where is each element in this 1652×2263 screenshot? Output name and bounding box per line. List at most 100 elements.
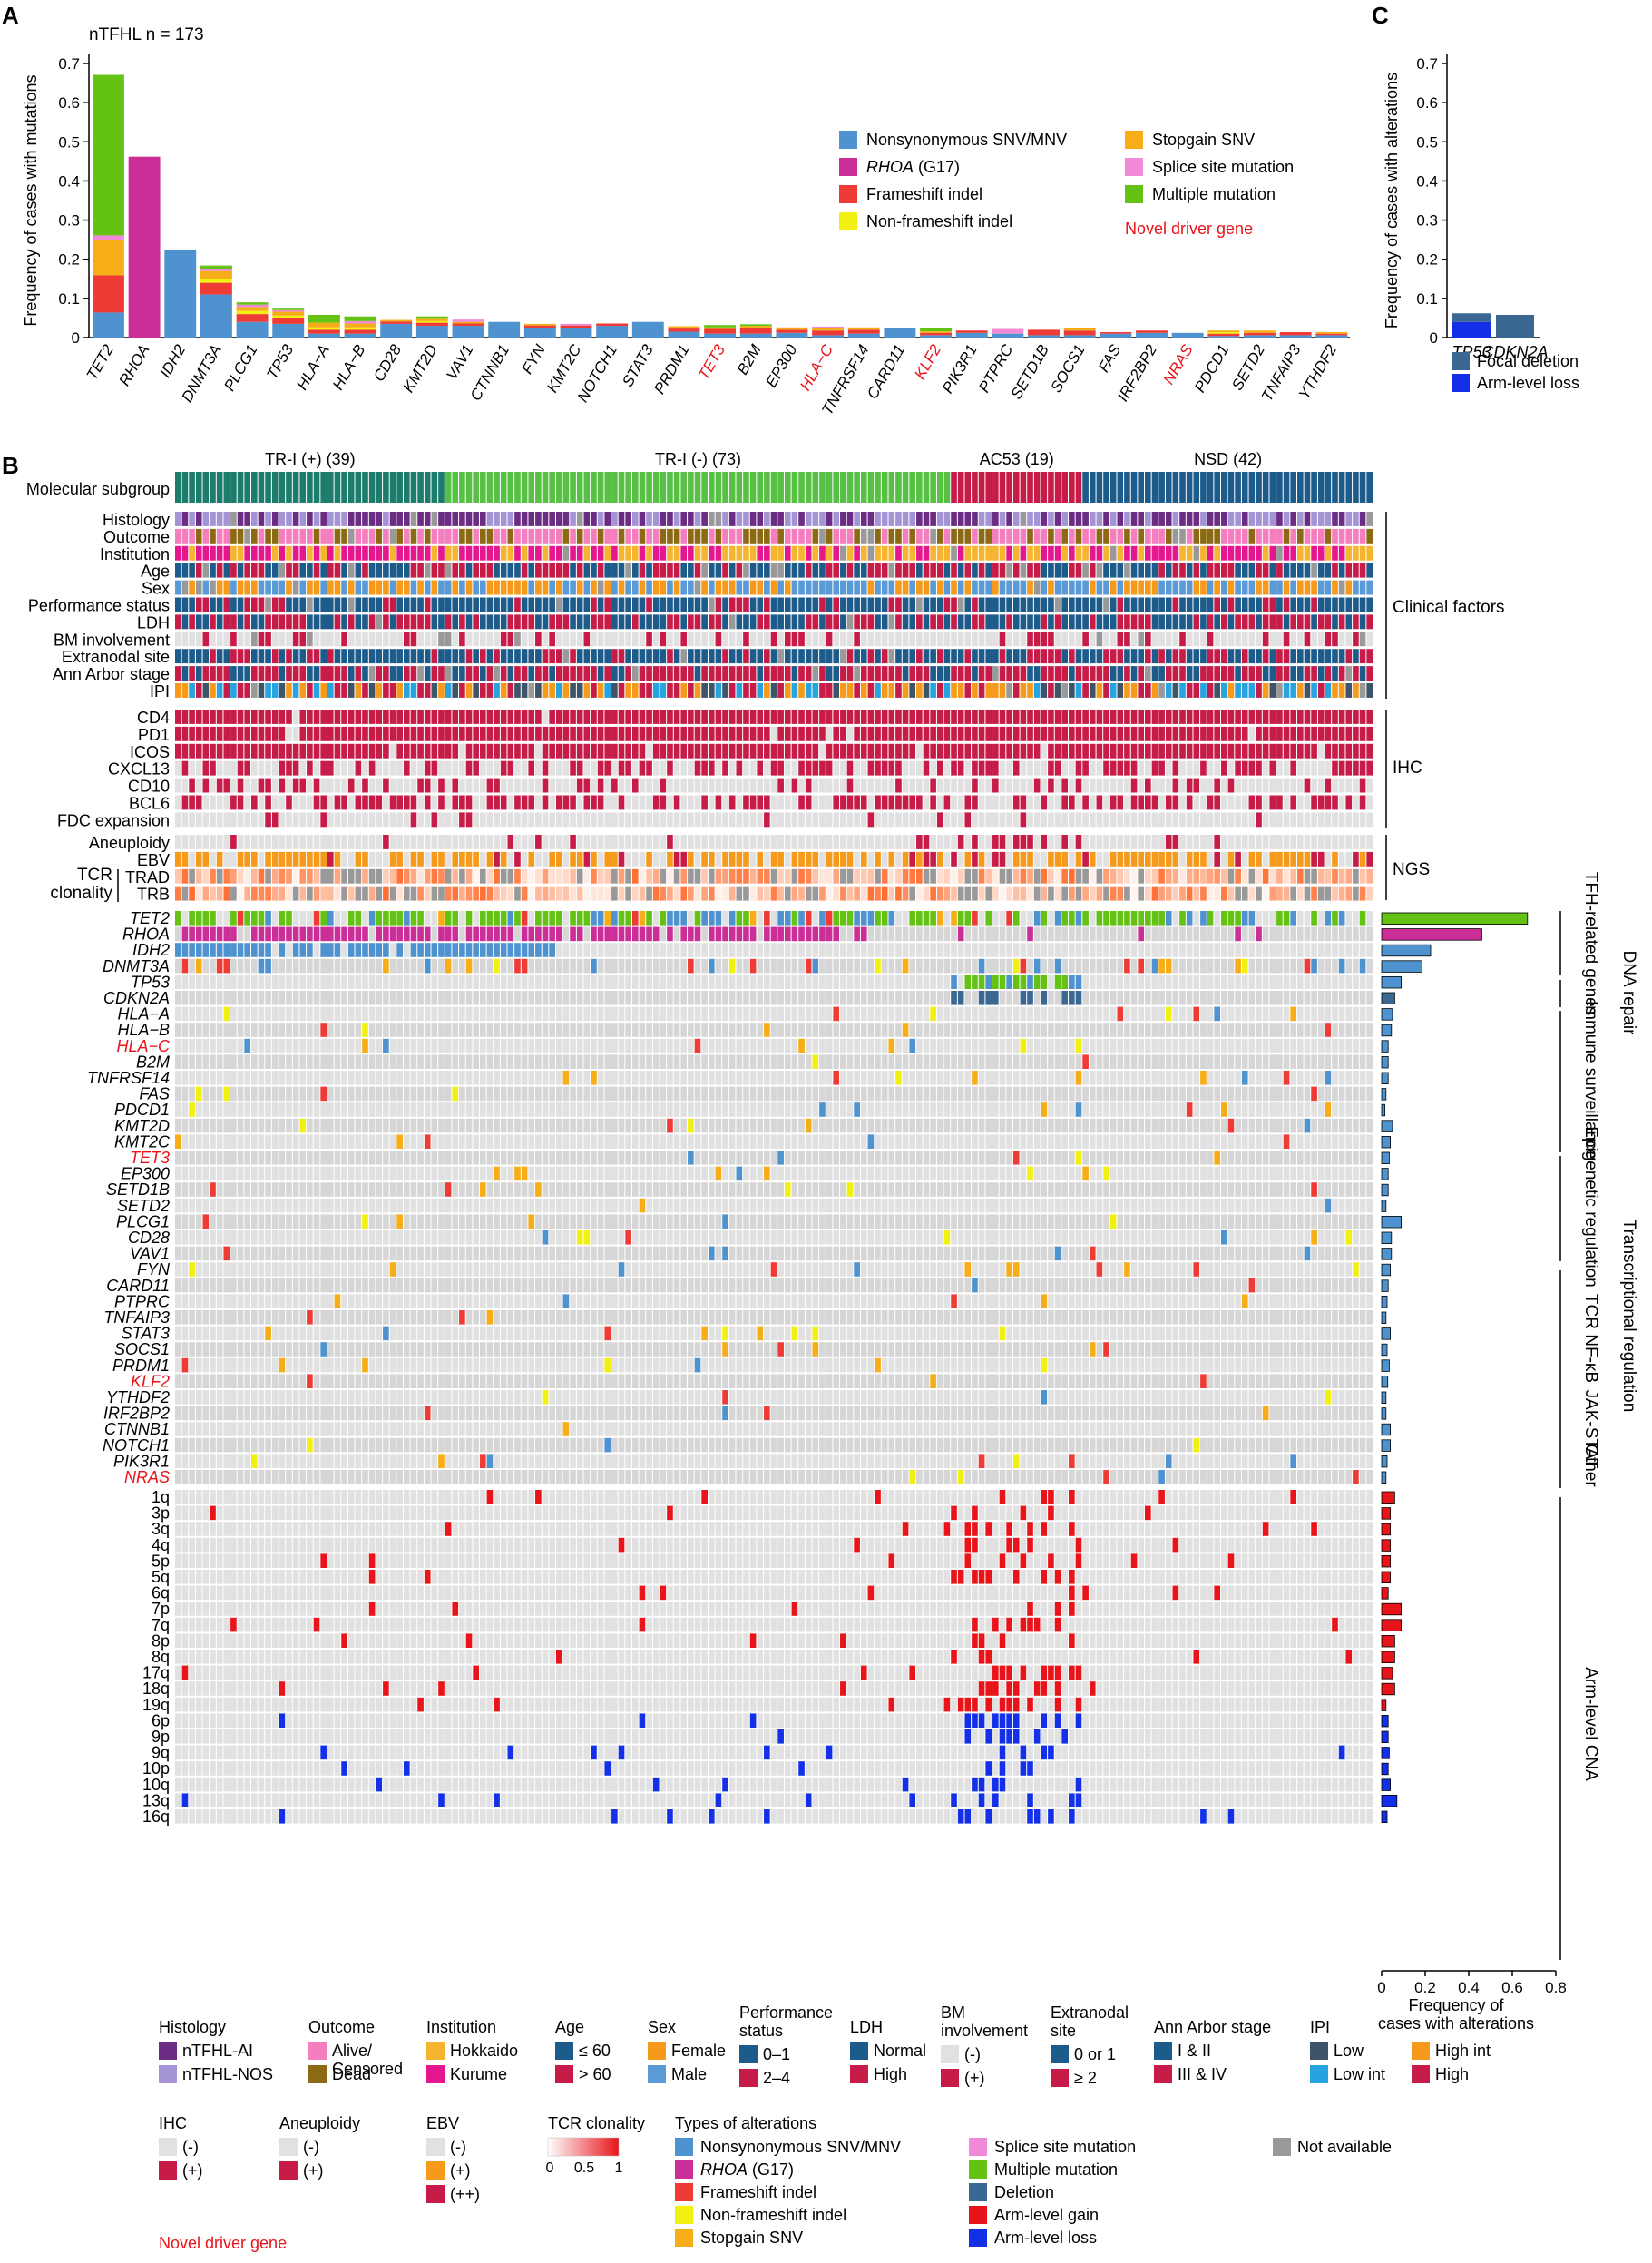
ihc-cell xyxy=(737,796,743,810)
ihc-cell xyxy=(528,779,534,793)
clinical-cell xyxy=(1228,598,1235,612)
clinical-cell xyxy=(543,666,549,681)
ngs-cell xyxy=(508,835,514,849)
clinical-cell xyxy=(307,683,313,698)
clinical-cell xyxy=(903,598,909,612)
ngs-cell xyxy=(217,852,223,867)
ngs-cell xyxy=(1345,835,1352,849)
clinical-cell xyxy=(182,546,189,561)
ihc-cell xyxy=(244,727,250,741)
gene-cell xyxy=(1242,927,1248,942)
gene-cell xyxy=(777,911,784,926)
clinical-cell xyxy=(875,614,881,629)
clinical-cell xyxy=(1207,546,1214,561)
gene-cell xyxy=(508,911,514,926)
clinical-cell xyxy=(743,529,749,544)
gene-cell xyxy=(487,943,494,957)
clinical-cell xyxy=(1339,512,1345,526)
ihc-cell xyxy=(244,779,250,793)
clinical-cell xyxy=(1214,614,1220,629)
ihc-cell xyxy=(203,796,210,810)
gene-cell xyxy=(729,927,736,942)
clinical-cell xyxy=(598,529,604,544)
clinical-cell xyxy=(1061,563,1068,578)
gene-cell xyxy=(417,943,424,957)
ngs-cell xyxy=(417,835,424,849)
gene-cell xyxy=(895,959,902,974)
clinical-cell xyxy=(695,563,701,578)
clinical-cell xyxy=(1000,598,1006,612)
clinical-cell xyxy=(1055,666,1061,681)
ihc-cell xyxy=(619,779,625,793)
ngs-cell xyxy=(307,887,313,901)
ihc-cell xyxy=(466,796,473,810)
clinical-cell xyxy=(1110,546,1117,561)
clinical-cell xyxy=(217,683,223,698)
gene-cell xyxy=(1034,959,1041,974)
gene-cell xyxy=(854,959,860,974)
bar-nonframeshift xyxy=(416,321,448,323)
clinical-cell xyxy=(1006,683,1012,698)
clinical-cell xyxy=(1284,666,1290,681)
clinical-cell xyxy=(716,512,722,526)
ngs-cell xyxy=(1332,869,1338,884)
ihc-cell xyxy=(251,796,258,810)
clinical-cell xyxy=(798,581,805,595)
clinical-cell xyxy=(1187,546,1193,561)
gene-cell xyxy=(251,959,258,974)
subgroup-cell xyxy=(175,472,181,503)
clinical-cell xyxy=(1242,614,1248,629)
clinical-cell xyxy=(1131,683,1138,698)
ngs-cell xyxy=(1353,869,1359,884)
ihc-cell xyxy=(785,727,791,741)
gene-cell xyxy=(750,911,757,926)
clinical-cell xyxy=(667,529,673,544)
gene-cell xyxy=(570,959,576,974)
clinical-cell xyxy=(709,632,715,646)
ihc-cell xyxy=(369,779,376,793)
ngs-cell xyxy=(1345,887,1352,901)
gene-cell xyxy=(701,943,708,957)
clinical-cell xyxy=(549,563,555,578)
clinical-cell xyxy=(514,581,521,595)
clinical-cell xyxy=(1353,649,1359,663)
ihc-cell xyxy=(722,761,728,776)
ihc-cell xyxy=(438,727,445,741)
clinical-cell xyxy=(833,683,839,698)
ngs-cell xyxy=(937,887,943,901)
clinical-cell xyxy=(757,683,763,698)
ihc-cell xyxy=(688,812,694,827)
ihc-cell xyxy=(251,744,258,759)
clinical-cell xyxy=(1345,666,1352,681)
ihc-cell xyxy=(1360,796,1366,810)
gene-cell xyxy=(611,943,618,957)
clinical-cell xyxy=(411,598,417,612)
clinical-cell xyxy=(992,546,999,561)
ngs-cell xyxy=(992,852,999,867)
gene-cell xyxy=(570,911,576,926)
ihc-cell xyxy=(695,744,701,759)
clinical-cell xyxy=(847,529,854,544)
ngs-cell xyxy=(604,887,611,901)
subgroup-cell xyxy=(743,472,749,503)
bar-nonframeshift xyxy=(345,328,376,330)
legend-label: Focal deletion xyxy=(1477,352,1579,370)
clinical-cell xyxy=(452,529,458,544)
clinical-cell xyxy=(937,581,943,595)
gene-cell xyxy=(972,943,978,957)
clinical-cell xyxy=(293,632,299,646)
clinical-cell xyxy=(632,581,639,595)
clinical-cell xyxy=(826,683,833,698)
clinical-cell xyxy=(286,649,292,663)
gene-cell xyxy=(709,911,715,926)
clinical-cell xyxy=(396,614,403,629)
ihc-cell xyxy=(341,761,347,776)
clinical-cell xyxy=(1339,666,1345,681)
ngs-cell xyxy=(750,852,757,867)
gene-cell xyxy=(1055,943,1061,957)
ihc-cell xyxy=(293,796,299,810)
clinical-cell xyxy=(404,632,410,646)
bar-stopgain xyxy=(1244,330,1276,333)
ihc-cell xyxy=(812,744,818,759)
subgroup-cell xyxy=(1138,472,1144,503)
